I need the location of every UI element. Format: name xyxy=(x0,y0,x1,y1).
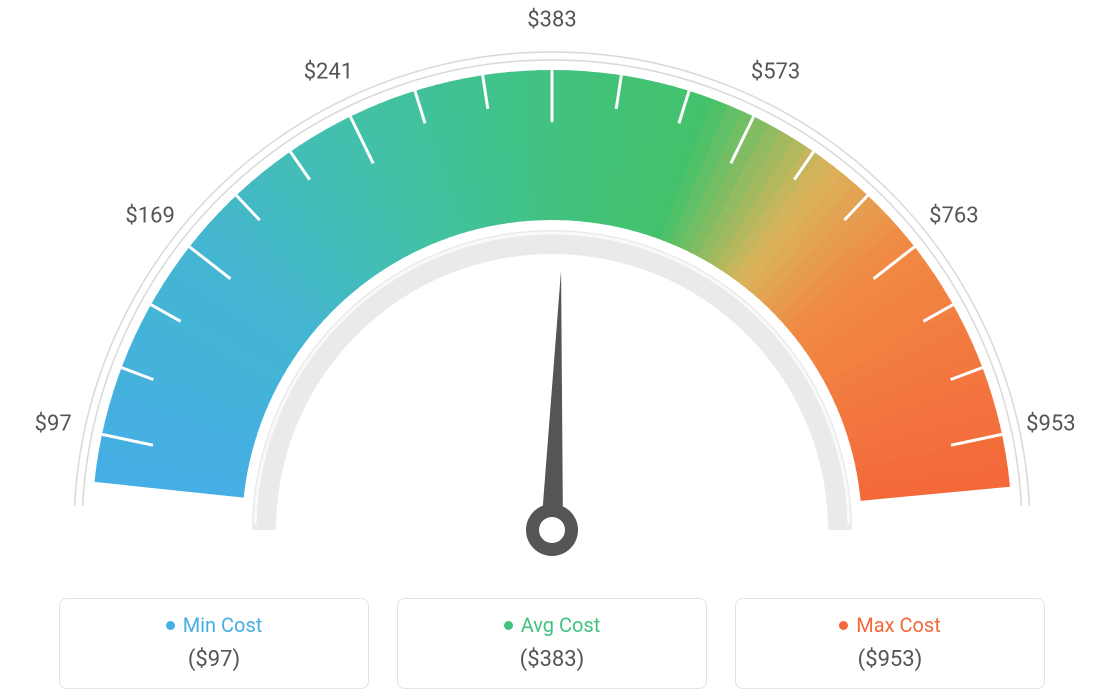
legend-card: Max Cost ($953) xyxy=(735,598,1045,689)
legend-title: Max Cost xyxy=(839,613,941,637)
legend-title: Avg Cost xyxy=(504,613,601,637)
legend-card: Min Cost ($97) xyxy=(59,598,369,689)
tick-label: $241 xyxy=(304,59,353,84)
needle xyxy=(541,270,563,530)
tick-label: $763 xyxy=(929,204,978,229)
legend-value: ($97) xyxy=(60,647,368,672)
gauge-container: $97 $169 $241 $383 $573 $763 $953 xyxy=(0,0,1104,570)
legend-row: Min Cost ($97) Avg Cost ($383) Max Cost ($953… xyxy=(0,598,1104,689)
legend-label: Avg Cost xyxy=(521,613,601,637)
legend-dot-icon xyxy=(839,621,848,630)
legend-card: Avg Cost ($383) xyxy=(397,598,707,689)
legend-value: ($383) xyxy=(398,647,706,672)
tick-label: $383 xyxy=(527,8,576,33)
legend-label: Min Cost xyxy=(183,613,263,637)
legend-dot-icon xyxy=(166,621,175,630)
tick-label: $953 xyxy=(1026,411,1075,436)
tick-label: $169 xyxy=(125,204,174,229)
gauge-svg xyxy=(0,0,1104,570)
legend-dot-icon xyxy=(504,621,513,630)
tick-label: $97 xyxy=(35,411,72,436)
tick-label: $573 xyxy=(751,59,800,84)
legend-title: Min Cost xyxy=(166,613,263,637)
legend-value: ($953) xyxy=(736,647,1044,672)
legend-label: Max Cost xyxy=(856,613,941,637)
